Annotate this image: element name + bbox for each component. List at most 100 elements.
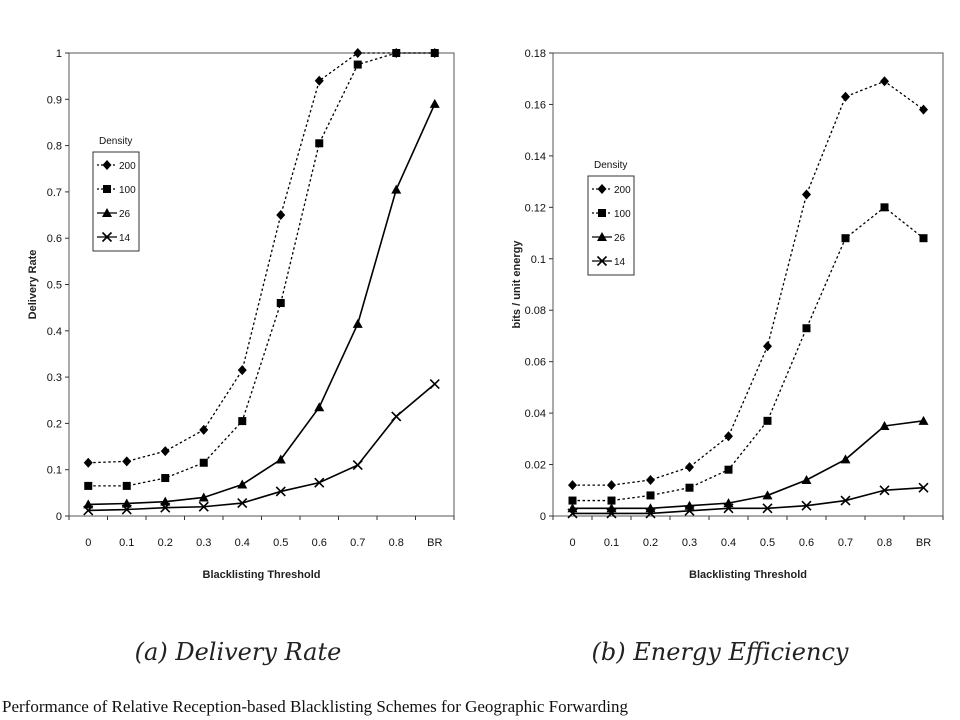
y-tick-label: 0.14 <box>525 151 546 163</box>
y-tick-label: 0.2 <box>47 418 62 430</box>
legend-label-200: 200 <box>119 161 136 172</box>
y-tick-label: 0.02 <box>525 460 546 472</box>
x-axis-label: Blacklisting Threshold <box>203 569 321 581</box>
legend-label-200: 200 <box>614 185 631 196</box>
x-tick-label: 0 <box>85 537 91 549</box>
y-tick-label: 0.5 <box>47 280 62 292</box>
point-200-0.1 <box>607 480 616 491</box>
y-tick-label: 0.04 <box>525 408 546 420</box>
series-line-100 <box>88 52 435 487</box>
point-14-0.8 <box>391 411 402 422</box>
point-26-0.8 <box>879 420 890 430</box>
series-100 <box>84 49 439 490</box>
point-26-0.8 <box>391 184 402 194</box>
point-200-0.8 <box>880 76 889 87</box>
legend-label-14: 14 <box>614 257 626 268</box>
y-axis-label: bits / unit energy <box>511 240 523 329</box>
y-tick-label: 0.6 <box>47 233 62 245</box>
point-26-0.1 <box>121 498 132 508</box>
point-26-0.4 <box>237 479 248 489</box>
point-100-0.3 <box>199 458 208 467</box>
point-14-0.3 <box>684 505 695 516</box>
point-200-0.7 <box>353 48 363 58</box>
point-26-BR <box>918 415 929 425</box>
x-tick-label: 0.3 <box>196 537 211 549</box>
legend-marker-14 <box>596 255 608 267</box>
series-14 <box>83 378 440 516</box>
point-14-0.6 <box>801 500 812 511</box>
x-tick-label: 0.8 <box>877 537 892 549</box>
series-line-26 <box>572 420 924 510</box>
x-tick-label: 0.6 <box>312 537 327 549</box>
x-tick-label: 0.2 <box>158 537 173 549</box>
x-tick-label: 0.6 <box>799 537 814 549</box>
point-14-0.6 <box>314 477 325 488</box>
series-line-14 <box>572 486 924 515</box>
series-line-200 <box>88 52 435 464</box>
point-26-0.2 <box>160 496 171 506</box>
point-200-0.3 <box>685 462 694 473</box>
x-tick-label: 0.1 <box>119 537 134 549</box>
point-200-0 <box>83 457 93 468</box>
series-26 <box>567 415 929 513</box>
point-200-0.3 <box>199 424 209 435</box>
legend-label-14: 14 <box>119 233 131 244</box>
legend-marker-26 <box>102 208 112 217</box>
y-tick-label: 0.9 <box>47 94 62 106</box>
legend-label-100: 100 <box>614 209 631 220</box>
point-14-0.1 <box>606 508 617 519</box>
point-26-0.5 <box>762 490 773 500</box>
series-line-26 <box>88 103 436 506</box>
point-100-0.7 <box>353 60 362 69</box>
legend-marker-200 <box>102 160 112 170</box>
x-tick-label: 0.4 <box>721 537 736 549</box>
point-14-0.2 <box>645 508 656 519</box>
point-14-0 <box>567 508 578 519</box>
point-100-BR <box>430 49 439 57</box>
y-tick-label: 0.7 <box>47 187 62 199</box>
point-14-0.1 <box>121 504 132 515</box>
point-26-0.6 <box>314 402 325 412</box>
legend-marker-26 <box>597 232 607 241</box>
legend-marker-100 <box>598 209 606 217</box>
legend: Density 200 100 26 14 <box>587 160 635 276</box>
series-100 <box>568 203 928 505</box>
legend-marker-200 <box>597 184 607 194</box>
series-line-14 <box>88 383 436 512</box>
legend-marker-14 <box>101 231 113 243</box>
y-tick-label: 0.1 <box>531 254 546 266</box>
legend-label-26: 26 <box>119 209 131 220</box>
point-100-0.2 <box>161 474 170 483</box>
point-100-0.2 <box>646 491 655 500</box>
y-tick-label: 0.18 <box>525 48 546 60</box>
legend-box <box>587 175 635 276</box>
point-14-0.4 <box>237 497 248 509</box>
y-tick-label: 0 <box>540 511 546 523</box>
point-100-0 <box>84 481 93 490</box>
y-tick-label: 0.06 <box>525 357 546 369</box>
subcaption-energy-efficiency: (b) Energy Efficiency <box>592 638 849 666</box>
legend-title: Density <box>594 160 627 171</box>
point-100-0.1 <box>607 496 616 505</box>
y-tick-label: 0.08 <box>525 305 546 317</box>
y-tick-label: 0 <box>56 511 62 523</box>
y-tick-label: 0.16 <box>525 99 546 111</box>
point-14-BR <box>918 482 929 493</box>
point-14-0.5 <box>762 503 773 514</box>
y-tick-label: 0.8 <box>47 141 62 153</box>
point-100-0.5 <box>763 416 772 425</box>
x-tick-label: 0.8 <box>389 537 404 549</box>
chart-energy-efficiency: 0 0.02 0.04 0.06 0.08 0.1 0.12 0.14 0.16 0.18 0 0.1… <box>511 48 944 581</box>
point-26-0.6 <box>801 474 812 484</box>
series-14 <box>567 482 929 519</box>
point-100-0.7 <box>841 234 850 243</box>
point-26-0 <box>83 499 94 509</box>
point-100-0.6 <box>315 139 324 148</box>
point-200-0.2 <box>160 446 170 457</box>
y-tick-label: 0.12 <box>525 202 546 214</box>
point-200-0.2 <box>646 474 655 485</box>
x-tick-label: 0.1 <box>604 537 619 549</box>
point-100-0.4 <box>724 465 733 474</box>
point-26-0.7 <box>840 454 851 464</box>
point-14-0.7 <box>840 495 851 506</box>
